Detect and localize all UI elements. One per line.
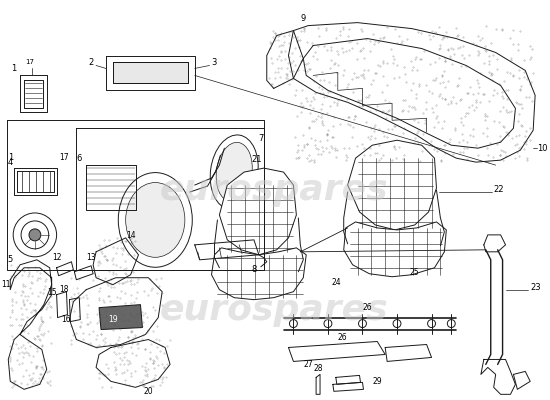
Circle shape bbox=[289, 320, 298, 328]
Circle shape bbox=[359, 320, 366, 328]
Text: 14: 14 bbox=[126, 231, 135, 240]
Text: 19: 19 bbox=[108, 315, 118, 324]
Bar bbox=[113, 62, 188, 84]
Text: 8: 8 bbox=[251, 265, 257, 274]
Text: 26: 26 bbox=[362, 303, 372, 312]
Text: 2: 2 bbox=[89, 58, 94, 67]
Circle shape bbox=[447, 320, 455, 328]
Text: 13: 13 bbox=[86, 253, 96, 262]
Text: 11: 11 bbox=[2, 280, 11, 289]
Text: 21: 21 bbox=[252, 155, 262, 164]
Text: 1: 1 bbox=[8, 153, 13, 162]
Text: 6: 6 bbox=[76, 154, 82, 163]
Circle shape bbox=[393, 320, 401, 328]
Text: 25: 25 bbox=[410, 268, 420, 277]
Text: 17: 17 bbox=[59, 153, 68, 162]
Text: eurospares: eurospares bbox=[160, 293, 388, 327]
Text: 28: 28 bbox=[314, 364, 323, 374]
Text: 22: 22 bbox=[494, 185, 504, 194]
Text: 7: 7 bbox=[258, 134, 263, 143]
Text: 27: 27 bbox=[304, 360, 313, 370]
Circle shape bbox=[13, 213, 57, 257]
Text: 10: 10 bbox=[537, 144, 548, 153]
Circle shape bbox=[29, 229, 41, 241]
Text: 1: 1 bbox=[12, 64, 17, 73]
Text: 15: 15 bbox=[47, 288, 57, 297]
Text: eurospares: eurospares bbox=[160, 173, 388, 207]
Polygon shape bbox=[344, 222, 447, 277]
Polygon shape bbox=[219, 168, 296, 255]
Text: 5: 5 bbox=[8, 255, 13, 264]
Ellipse shape bbox=[126, 182, 185, 257]
Ellipse shape bbox=[216, 142, 252, 202]
Circle shape bbox=[324, 320, 332, 328]
Text: 12: 12 bbox=[52, 253, 62, 262]
Text: 26: 26 bbox=[338, 332, 348, 342]
Text: 23: 23 bbox=[530, 283, 541, 292]
Text: 29: 29 bbox=[372, 377, 382, 386]
Text: 16: 16 bbox=[62, 314, 72, 324]
Text: 18: 18 bbox=[59, 285, 68, 294]
Polygon shape bbox=[212, 248, 306, 300]
Polygon shape bbox=[99, 305, 142, 330]
Text: 24: 24 bbox=[331, 278, 340, 287]
Text: 17: 17 bbox=[25, 60, 35, 66]
Text: 4: 4 bbox=[8, 158, 13, 167]
Text: 9: 9 bbox=[301, 14, 306, 23]
Ellipse shape bbox=[210, 135, 258, 209]
Polygon shape bbox=[348, 140, 437, 230]
Text: 3: 3 bbox=[212, 58, 217, 67]
Ellipse shape bbox=[118, 172, 192, 267]
Circle shape bbox=[427, 320, 436, 328]
Circle shape bbox=[21, 221, 49, 249]
Text: 20: 20 bbox=[144, 387, 153, 396]
